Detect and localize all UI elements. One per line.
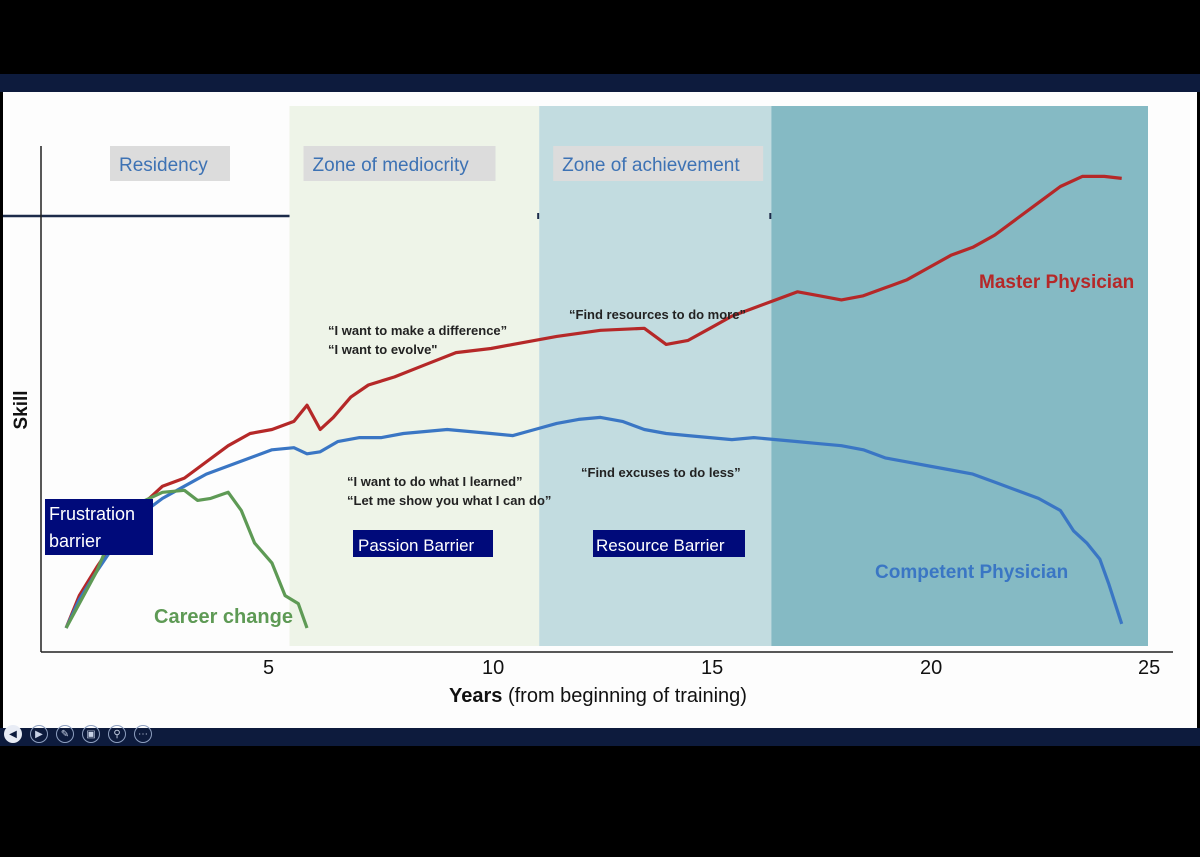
y-axis-label: Skill: [11, 390, 32, 429]
series-label-competent: Competent Physician: [875, 562, 1068, 583]
quote-annotation: “I want to do what I learned”: [347, 474, 523, 489]
competent-physician-line: [64, 415, 1124, 629]
frustration-barrier-box: [45, 499, 153, 555]
pen-icon[interactable]: ✎: [56, 725, 74, 743]
quote-annotation: “Find excuses to do less”: [581, 465, 741, 480]
frustration-barrier-line2: barrier: [49, 531, 101, 551]
passion-barrier-box: [353, 530, 493, 557]
series-label-career-change: Career change: [154, 606, 293, 628]
zone-label-box: [303, 146, 496, 181]
zone-background-4: [771, 106, 1148, 646]
x-tick-label: 5: [263, 657, 274, 679]
back-icon[interactable]: ◀: [4, 725, 22, 743]
slide-top-band: [0, 74, 1200, 92]
zone-label: Zone of mediocrity: [313, 155, 470, 176]
zone-label: Zone of achievement: [562, 155, 740, 176]
forward-icon[interactable]: ▶: [30, 725, 48, 743]
quote-annotation: “Find resources to do more”: [569, 307, 746, 322]
x-axis-label-bold: Years: [449, 685, 502, 707]
x-tick-label: 15: [701, 657, 723, 679]
zoom-icon[interactable]: ⚲: [108, 725, 126, 743]
x-tick-label: 10: [482, 657, 504, 679]
x-tick-label: 20: [920, 657, 942, 679]
quote-annotation: “I want to evolve": [328, 342, 437, 357]
frustration-barrier-line1: Frustration: [49, 504, 135, 524]
zone-label-box: [553, 146, 764, 181]
x-tick-label: 25: [1138, 657, 1160, 679]
presentation-nav-toolbar: ◀ ▶ ✎ ▣ ⚲ ⋯: [4, 724, 152, 744]
more-icon[interactable]: ⋯: [134, 725, 152, 743]
pages-icon[interactable]: ▣: [82, 725, 100, 743]
slide-canvas: Residency Zone of mediocrity Zone of achie…: [3, 92, 1197, 728]
x-axis-label-rest: (from beginning of training): [502, 685, 747, 707]
resource-barrier-label: Resource Barrier: [596, 536, 725, 555]
quote-annotation: “Let me show you what I can do”: [347, 493, 551, 508]
passion-barrier-label: Passion Barrier: [358, 536, 475, 555]
zone-label: Residency: [119, 155, 208, 176]
career-skill-chart: Residency Zone of mediocrity Zone of achie…: [3, 106, 1173, 707]
zone-background-2: [289, 106, 540, 646]
resource-barrier-box: [593, 530, 745, 557]
series-label-master: Master Physician: [979, 272, 1134, 293]
master-physician-line: [64, 174, 1122, 629]
zone-background-3: [539, 106, 772, 646]
slide-bottom-band: [0, 728, 1200, 746]
x-axis-label: Years (from beginning of training): [449, 685, 747, 707]
quote-annotation: “I want to make a difference”: [328, 323, 507, 338]
zone-label-box: [110, 146, 230, 181]
